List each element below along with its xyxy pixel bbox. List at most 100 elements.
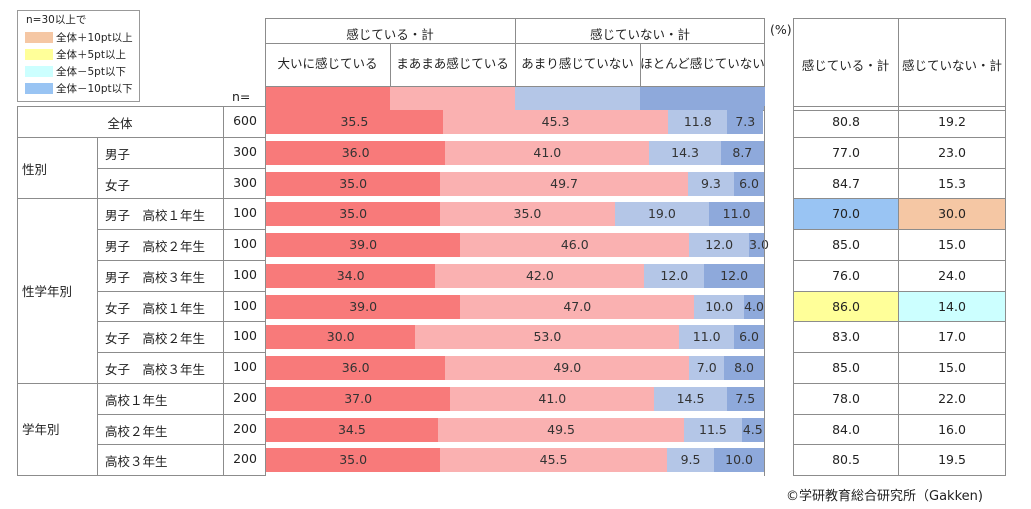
- not-felt-total-cell: 22.0: [938, 391, 966, 406]
- right-row-divider: [793, 383, 1006, 384]
- row-n: 200: [233, 451, 257, 466]
- right-header-felt: 感じている・計: [801, 58, 890, 73]
- bar-value-label: 12.0: [720, 268, 749, 283]
- series-color-0: [266, 87, 390, 110]
- bar-value-label: 9.3: [701, 176, 721, 191]
- felt-total-cell: 85.0: [832, 237, 860, 252]
- bar-value-label: 34.0: [336, 268, 365, 283]
- bar-segment-0: [266, 418, 438, 442]
- bar-value-label: 49.7: [550, 176, 578, 191]
- bar-value-label: 8.0: [734, 360, 755, 375]
- header-divider-h: [265, 43, 765, 44]
- legend-label-minus10: 全体－10pt以下: [56, 83, 133, 95]
- bar-segment-0: [266, 295, 461, 319]
- bar-segment-3: [709, 202, 764, 226]
- bar-segment-1: [415, 325, 680, 349]
- bar-value-label: 36.0: [341, 360, 370, 375]
- bar-value-label: 42.0: [525, 268, 554, 283]
- bar-value-label: 35.0: [339, 452, 368, 467]
- row-label: 女子: [105, 178, 131, 193]
- bar-value-label: 6.0: [739, 176, 759, 191]
- bar-segment-0: [266, 110, 443, 134]
- not-felt-total-cell: 15.0: [938, 237, 966, 252]
- bar-value-label: 39.0: [349, 237, 378, 252]
- felt-total-cell: 70.0: [794, 199, 898, 229]
- felt-total-cell: 77.0: [832, 145, 860, 160]
- bar-value-label: 11.5: [699, 422, 727, 437]
- not-felt-total-cell: 24.0: [938, 268, 966, 283]
- row-label: 女子 高校３年生: [105, 362, 206, 377]
- right-header-not-felt: 感じていない・計: [901, 58, 1002, 73]
- row-divider: [97, 352, 266, 353]
- bar-segment-1: [440, 202, 615, 226]
- row-n: 100: [233, 298, 257, 313]
- series-color-2: [515, 87, 640, 110]
- bar-segment-2: [689, 233, 750, 257]
- right-row-divider: [793, 291, 1006, 292]
- not-felt-total-cell: 19.2: [938, 114, 966, 129]
- bar-segment-1: [435, 264, 645, 288]
- row-n: 100: [233, 236, 257, 251]
- bar-value-label: 45.5: [539, 452, 568, 467]
- row-label: 男子 高校３年生: [105, 270, 206, 285]
- bar-value-label: 46.0: [560, 237, 589, 252]
- right-row-divider: [793, 198, 1006, 199]
- group-label-gender-grade: 性学年別: [22, 284, 73, 299]
- bar-value-label: 34.5: [337, 422, 366, 437]
- bar-segment-1: [445, 141, 650, 165]
- row-n: 300: [233, 144, 257, 159]
- bar-segment-2: [666, 448, 715, 472]
- row-label: 女子 高校１年生: [105, 301, 206, 316]
- bar-segment-3: [734, 172, 764, 196]
- not-felt-total-cell: 17.0: [938, 329, 966, 344]
- right-row-divider: [793, 352, 1006, 353]
- bar-value-label: 8.7: [732, 145, 753, 160]
- bar-segment-2: [684, 418, 742, 442]
- bar-segment-3: [704, 264, 764, 288]
- bar-segment-0: [266, 325, 416, 349]
- row-label: 高校１年生: [105, 393, 168, 408]
- bar-value-label: 35.0: [339, 206, 368, 221]
- row-n: 200: [233, 390, 257, 405]
- group-column-divider: [97, 137, 98, 476]
- group-header-not-felt: 感じていない・計: [589, 27, 690, 42]
- row-divider: [97, 321, 266, 322]
- bar-value-label: 14.5: [676, 391, 705, 406]
- not-felt-total-cell: 15.3: [938, 176, 966, 191]
- right-body-divider: [898, 106, 899, 476]
- not-felt-total-cell: 15.0: [938, 360, 966, 375]
- bar-value-label: 7.5: [735, 391, 756, 406]
- header-divider-1: [390, 43, 391, 86]
- header-divider-3: [640, 43, 641, 86]
- felt-total-cell: 83.0: [832, 329, 860, 344]
- bar-segment-2: [614, 202, 710, 226]
- series-header-0: 大いに感じている: [277, 56, 378, 71]
- bar-segment-3: [720, 141, 764, 165]
- row-label: 女子 高校２年生: [105, 331, 206, 346]
- felt-total-cell: 80.5: [832, 452, 860, 467]
- felt-total-cell: 76.0: [832, 268, 860, 283]
- row-n: 100: [233, 328, 257, 343]
- bar-value-label: 49.5: [547, 422, 575, 437]
- felt-total-cell: 84.0: [832, 422, 860, 437]
- legend-title: n=30以上で: [26, 14, 87, 26]
- bar-value-label: 12.0: [705, 237, 734, 252]
- legend-swatch-plus10: [25, 32, 53, 43]
- bar-segment-0: [266, 172, 441, 196]
- bar-value-label: 11.8: [683, 114, 712, 129]
- bar-value-label: 14.3: [671, 145, 699, 160]
- series-color-1: [390, 87, 515, 110]
- felt-total-cell: 78.0: [832, 391, 860, 406]
- bar-segment-0: [266, 202, 441, 226]
- felt-total-cell: 80.8: [832, 114, 860, 129]
- series-header-3: ほとんど感じていない: [640, 56, 765, 71]
- bar-value-label: 10.0: [725, 452, 753, 467]
- row-divider: [97, 229, 266, 230]
- row-label: 男子 高校１年生: [105, 208, 206, 223]
- bar-segment-3: [714, 448, 764, 472]
- row-divider: [97, 291, 266, 292]
- legend-label-minus5: 全体－5pt以下: [56, 66, 126, 78]
- bar-segment-1: [440, 172, 688, 196]
- right-row-divider: [793, 168, 1006, 169]
- legend-swatch-plus5: [25, 49, 53, 60]
